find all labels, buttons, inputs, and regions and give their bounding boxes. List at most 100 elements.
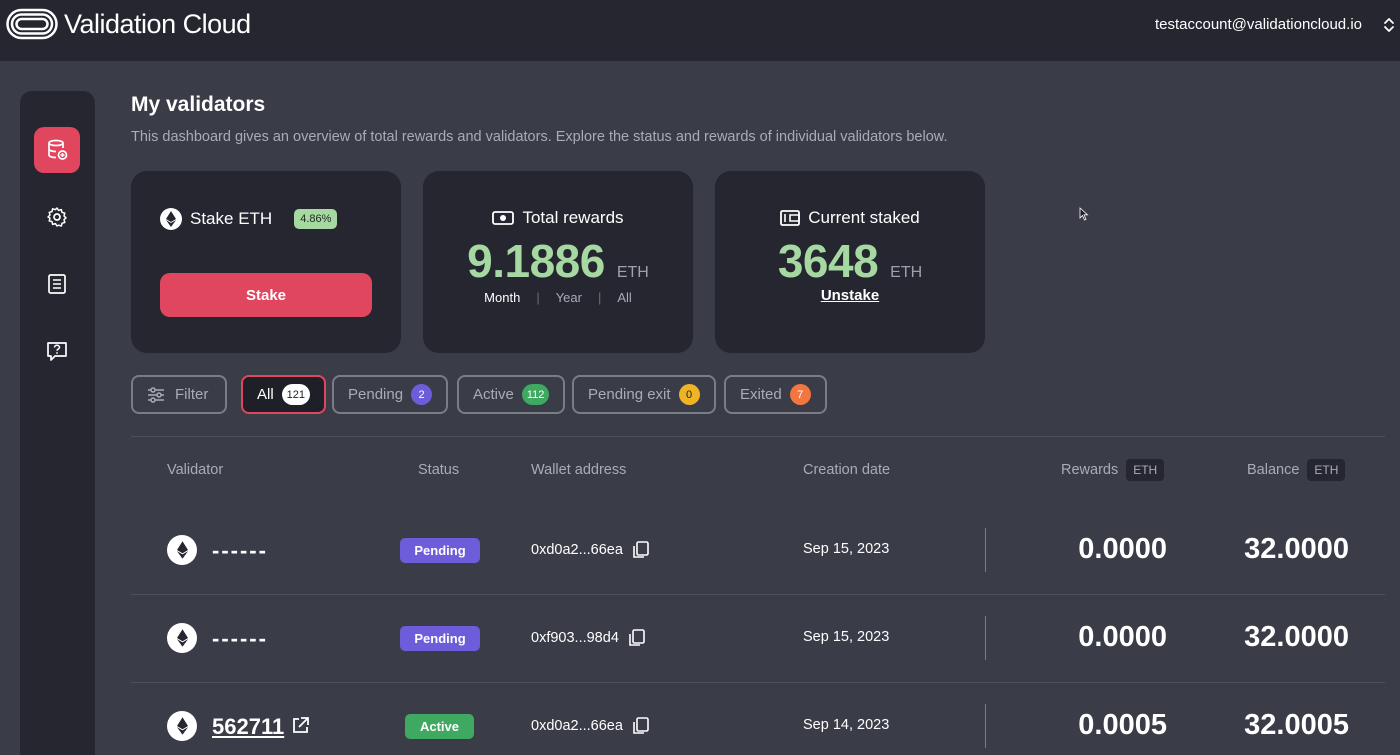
balance-value: 32.0005 [1244,709,1349,741]
stake-card: Stake ETH 4.86% Stake [131,171,401,353]
period-separator: | [536,290,540,305]
column-header-rewards[interactable]: Rewards ETH [1061,459,1165,481]
wallet-text: 0xd0a2...66ea [531,542,623,558]
status-badge: Pending [400,538,480,563]
database-icon [48,139,68,160]
copy-icon[interactable] [633,717,649,735]
balance-unit-badge: ETH [1307,459,1346,481]
current-staked-unit: ETH [890,264,923,281]
total-rewards-unit: ETH [616,264,649,281]
total-rewards-value: 9.1886 [467,235,605,287]
sliders-icon [148,386,164,403]
ethereum-icon [167,535,197,565]
chip-label: All [257,386,274,403]
chip-count: 112 [521,384,550,405]
chip-label: Pending exit [588,386,671,403]
status-badge: Active [405,714,474,739]
wallet-text: 0xd0a2...66ea [531,718,623,734]
chip-all[interactable]: All 121 [241,375,327,414]
chip-label: Exited [740,386,782,403]
chip-count: 2 [411,384,433,405]
wallet-address: 0xd0a2...66ea [531,541,649,559]
chip-pending-exit[interactable]: Pending exit 0 [572,375,716,414]
top-bar: Validation Cloud testaccount@validationc… [0,0,1400,61]
wallet-address: 0xf903...98d4 [531,629,645,647]
row-divider [131,682,1385,683]
column-header-validator[interactable]: Validator [167,462,224,478]
current-staked-value: 3648 [777,235,879,287]
column-header-status[interactable]: Status [418,462,460,478]
balance-header-label: Balance [1247,461,1300,478]
app-name: Validation Cloud [64,8,251,39]
help-chat-icon [47,342,67,361]
period-month[interactable]: Month [484,290,521,305]
rewards-value: 0.0000 [1078,533,1167,565]
rewards-value: 0.0005 [1078,709,1167,741]
total-rewards-card: Total rewards 9.1886 ETH Month | Year | … [423,171,693,353]
chip-label: Active [473,386,514,403]
filter-label: Filter [175,386,209,403]
sidebar-item-reports[interactable] [34,261,80,307]
total-rewards-title: Total rewards [522,208,624,227]
chip-label: Pending [348,386,404,403]
wallet-address: 0xd0a2...66ea [531,717,649,735]
period-year[interactable]: Year [555,290,582,305]
column-header-wallet[interactable]: Wallet address [531,462,627,478]
current-staked-card: Current staked 3648 ETH Unstake [715,171,985,353]
row-divider [131,594,1385,595]
account-email[interactable]: testaccount@validationcloud.io [1154,16,1362,33]
validator-id: ------ [212,626,268,651]
chip-count: 0 [678,384,700,405]
unstake-link[interactable]: Unstake [820,287,880,304]
chip-exited[interactable]: Exited 7 [724,375,827,414]
period-separator: | [597,290,602,305]
period-selector: Month | Year | All [423,290,693,305]
status-badge: Pending [400,626,480,651]
period-all[interactable]: All [617,290,632,305]
table-divider [131,436,1385,437]
creation-date: Sep 15, 2023 [803,629,890,645]
wallet-icon [780,210,801,226]
creation-date: Sep 15, 2023 [803,541,890,557]
sidebar-item-help[interactable] [34,328,80,374]
sidebar-item-settings[interactable] [34,194,80,240]
ethereum-icon [160,208,182,230]
ethereum-icon [167,623,197,653]
wallet-text: 0xf903...98d4 [531,630,619,646]
rewards-header-label: Rewards [1061,461,1119,478]
stake-title: Stake ETH [190,209,273,228]
copy-icon[interactable] [633,541,649,559]
sidebar [20,91,95,755]
chip-count: 121 [281,384,311,405]
column-header-balance[interactable]: Balance ETH [1247,459,1346,481]
chip-pending[interactable]: Pending 2 [332,375,449,414]
column-divider [985,528,986,572]
creation-date: Sep 14, 2023 [803,717,890,733]
balance-value: 32.0000 [1244,533,1349,565]
chip-active[interactable]: Active 112 [457,375,566,414]
ethereum-icon [167,711,197,741]
cash-icon [492,211,515,225]
current-staked-title: Current staked [808,208,920,227]
stake-button[interactable]: Stake [160,273,372,317]
page-description: This dashboard gives an overview of tota… [131,129,948,145]
external-link-icon[interactable] [291,716,310,740]
chip-count: 7 [789,384,811,405]
gear-icon [47,207,67,227]
filter-button[interactable]: Filter [131,375,227,414]
rewards-value: 0.0000 [1078,621,1167,653]
apr-badge: 4.86% [294,209,338,229]
chevron-updown-icon[interactable] [1382,16,1396,39]
sidebar-item-validators[interactable] [34,127,80,173]
column-header-created[interactable]: Creation date [803,462,891,478]
copy-icon[interactable] [629,629,645,647]
column-divider [985,616,986,660]
document-icon [48,274,66,294]
balance-value: 32.0000 [1244,621,1349,653]
mouse-cursor-icon [1079,207,1089,221]
page-title: My validators [131,93,266,116]
validator-id: ------ [212,538,268,563]
validator-link[interactable]: 562711 [212,714,285,739]
logo[interactable]: Validation Cloud [6,8,251,40]
logo-icon [6,8,58,40]
